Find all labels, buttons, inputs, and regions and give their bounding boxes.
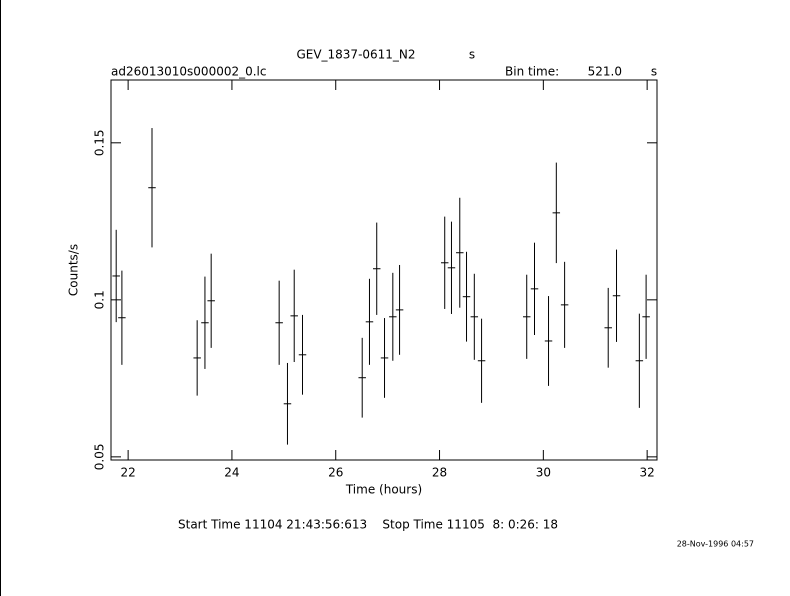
x-tick-label: 26 xyxy=(328,466,343,480)
x-axis-label: Time (hours) xyxy=(345,483,422,497)
x-tick-label: 28 xyxy=(432,466,447,480)
y-axis-label: Counts/s xyxy=(67,244,81,296)
chart-title: GEV_1837-0611_N2 xyxy=(296,48,415,62)
x-tick-label: 30 xyxy=(536,466,551,480)
bin-time: 521.0 xyxy=(588,65,622,79)
y-tick-label: 0.15 xyxy=(93,129,107,156)
title-unit: s xyxy=(469,48,475,62)
bin-time-label: Bin time: xyxy=(505,65,559,79)
x-tick-label: 32 xyxy=(639,466,654,480)
subtitle: ad26013010s000002_0.lc xyxy=(111,65,267,79)
timestamp: 28-Nov-1996 04:57 xyxy=(677,540,754,549)
x-tick-label: 24 xyxy=(224,466,239,480)
footer: Start Time 11104 21:43:56:613 Stop Time … xyxy=(178,518,558,532)
y-tick-label: 0.05 xyxy=(93,444,107,471)
x-tick-label: 22 xyxy=(120,466,135,480)
plot-frame xyxy=(110,79,658,461)
y-tick-label: 0.1 xyxy=(93,290,107,309)
bin-time-unit: s xyxy=(651,65,657,79)
